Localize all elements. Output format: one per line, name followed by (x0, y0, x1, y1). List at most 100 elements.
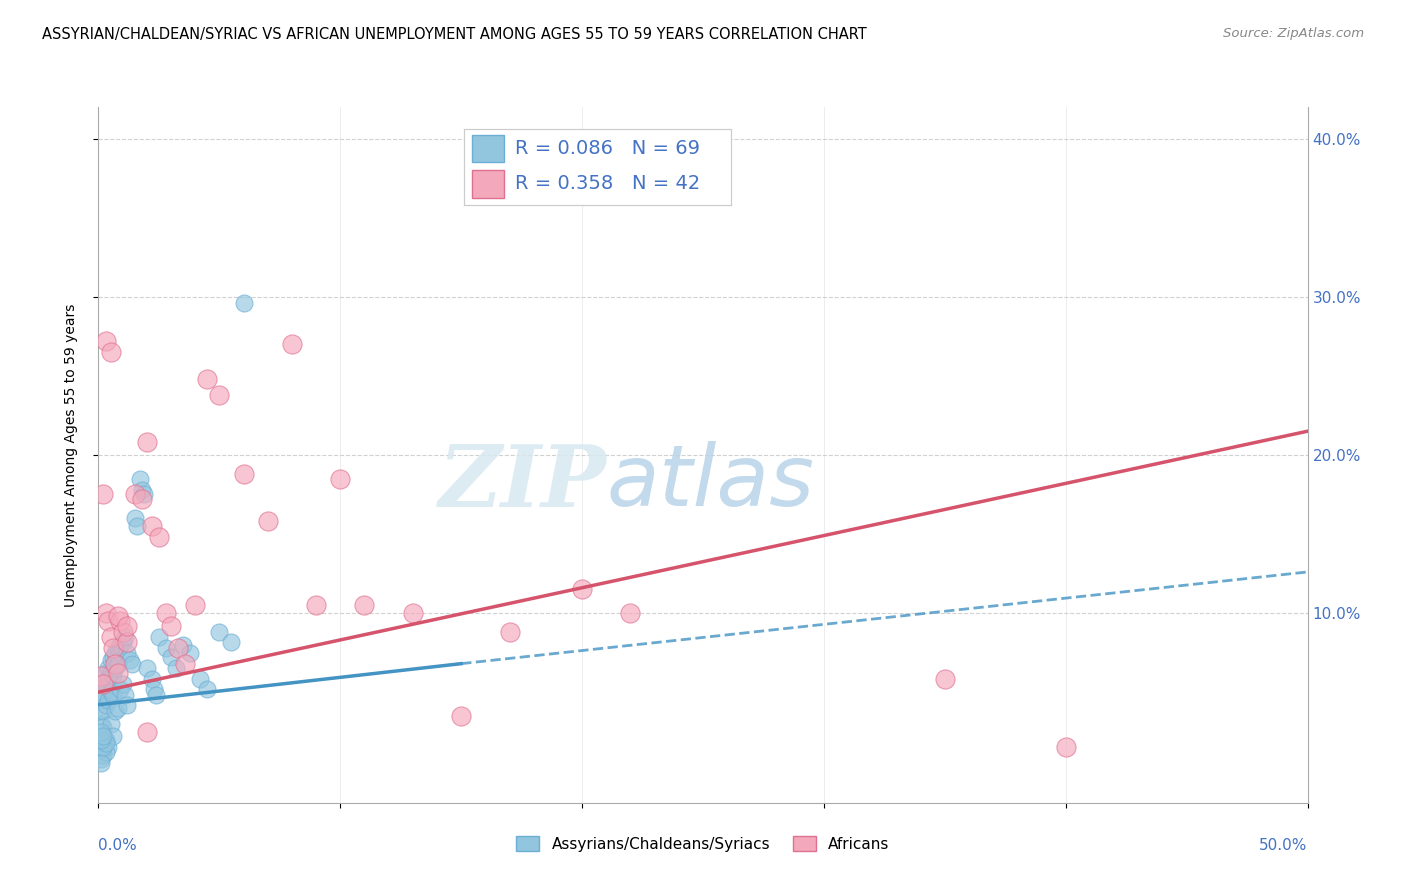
Legend: Assyrians/Chaldeans/Syriacs, Africans: Assyrians/Chaldeans/Syriacs, Africans (510, 830, 896, 858)
Point (619, 606, 641, 620)
Text: atlas: atlas (606, 442, 814, 524)
Text: 0.0%: 0.0% (98, 838, 138, 854)
Point (97, 673, 120, 687)
Point (90, 716, 112, 731)
Point (121, 657, 143, 671)
Point (117, 698, 139, 712)
Point (450, 708, 472, 723)
Point (94, 736, 117, 750)
Point (100, 653, 122, 667)
Text: R = 0.358   N = 42: R = 0.358 N = 42 (515, 175, 700, 194)
Point (498, 625, 520, 640)
Point (281, 337, 304, 351)
Text: Source: ZipAtlas.com: Source: ZipAtlas.com (1223, 27, 1364, 40)
Point (108, 614, 131, 628)
Point (402, 606, 425, 620)
Point (94, 666, 117, 681)
Point (94, 677, 117, 691)
Point (232, 296, 254, 310)
Point (111, 677, 134, 691)
Point (101, 669, 124, 683)
Point (111, 634, 134, 648)
Point (114, 688, 136, 702)
Point (94, 334, 117, 348)
Point (305, 598, 328, 612)
Point (100, 630, 122, 644)
Point (141, 519, 163, 533)
Point (100, 716, 122, 731)
Point (107, 657, 129, 671)
Point (195, 372, 218, 386)
Point (571, 582, 593, 597)
Point (128, 472, 150, 486)
Point (101, 688, 124, 702)
Point (91, 720, 114, 734)
Point (94, 606, 117, 620)
Point (97, 661, 120, 675)
Point (90, 704, 112, 718)
Text: R = 0.086   N = 69: R = 0.086 N = 69 (515, 139, 700, 158)
Point (208, 625, 231, 640)
Point (221, 634, 243, 648)
Text: ASSYRIAN/CHALDEAN/SYRIAC VS AFRICAN UNEMPLOYMENT AMONG AGES 55 TO 59 YEARS CORRE: ASSYRIAN/CHALDEAN/SYRIAC VS AFRICAN UNEM… (42, 27, 868, 42)
Point (114, 630, 136, 644)
Point (256, 514, 278, 528)
Point (91, 748, 114, 763)
Point (100, 685, 122, 699)
Point (148, 530, 170, 544)
Point (131, 483, 153, 497)
Point (100, 345, 122, 359)
Point (104, 646, 127, 660)
Text: 50.0%: 50.0% (1260, 838, 1308, 854)
Point (155, 640, 177, 655)
Point (90, 751, 112, 765)
Point (117, 646, 139, 660)
Point (145, 688, 167, 702)
Point (141, 673, 163, 687)
Point (135, 724, 157, 739)
Point (117, 634, 139, 648)
Point (118, 653, 141, 667)
Point (97, 614, 120, 628)
Point (90, 724, 112, 739)
Point (127, 519, 149, 533)
Point (155, 606, 177, 620)
Point (97, 693, 120, 707)
Point (101, 730, 124, 744)
Point (195, 681, 218, 696)
Point (179, 646, 201, 660)
Point (91, 688, 114, 702)
Point (1054, 740, 1077, 755)
Point (100, 666, 122, 681)
Point (188, 673, 211, 687)
Point (184, 598, 207, 612)
Bar (472, 135, 505, 162)
Point (353, 598, 375, 612)
Point (124, 487, 146, 501)
Point (90, 756, 112, 771)
Point (148, 630, 170, 644)
Point (101, 650, 124, 665)
Point (108, 638, 131, 652)
Point (107, 640, 129, 655)
Point (934, 673, 956, 687)
Point (143, 681, 166, 696)
Point (90, 732, 112, 747)
Point (108, 681, 131, 696)
Point (91, 730, 114, 744)
Point (97, 740, 120, 755)
Point (107, 666, 129, 681)
Point (174, 657, 197, 671)
Point (124, 511, 146, 525)
Point (91, 736, 114, 750)
Point (167, 640, 190, 655)
Point (91, 677, 114, 691)
Point (91, 704, 114, 718)
Point (107, 609, 129, 624)
Point (117, 618, 139, 632)
Point (90, 693, 112, 707)
Point (111, 625, 134, 640)
Point (172, 638, 194, 652)
Point (329, 472, 352, 486)
Y-axis label: Unemployment Among Ages 55 to 59 years: Unemployment Among Ages 55 to 59 years (63, 303, 77, 607)
